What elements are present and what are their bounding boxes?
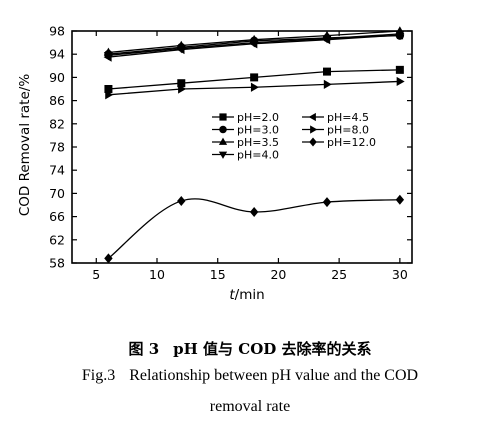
data-point-ph-2-0: [323, 67, 331, 76]
data-point-ph-8-0: [178, 84, 187, 94]
data-point-ph-4-5: [322, 35, 331, 45]
caption-english-line1: Fig.3 Relationship between pH value and t…: [0, 367, 500, 385]
data-point-ph-8-0: [396, 76, 405, 87]
data-point-ph-2-0: [250, 73, 259, 82]
legend-marker-ph-3-5: [218, 137, 228, 145]
data-point-ph-12-0: [395, 194, 405, 205]
data-point-ph-8-0: [323, 79, 332, 89]
data-point-ph-4-5: [103, 52, 112, 62]
caption-chinese-figure: 图 3: [128, 340, 160, 358]
data-point-ph-4-5: [249, 39, 258, 49]
data-point-ph-8-0: [250, 82, 259, 92]
legend-label-ph-2-0: pH=2.0: [237, 111, 279, 124]
x-axis-unit: /min: [235, 287, 265, 303]
legend-marker-ph-4-0: [218, 151, 228, 159]
y-tick-label: 74: [49, 163, 65, 178]
y-tick-label: 98: [49, 24, 65, 39]
data-point-ph-8-0: [105, 90, 114, 100]
legend-label-ph-4-5: pH=4.5: [327, 111, 369, 124]
legend-label-ph-3-0: pH=3.0: [237, 124, 279, 137]
data-point-ph-12-0: [322, 197, 332, 208]
caption-chinese: 图 3 pH 值与 COD 去除率的关系: [0, 338, 500, 359]
legend-marker-ph-12-0: [309, 137, 317, 147]
x-tick-label: 15: [210, 267, 226, 282]
x-tick-label: 10: [149, 267, 165, 282]
data-point-ph-4-5: [176, 44, 185, 55]
y-axis-title: COD Removal rate/%: [17, 74, 33, 217]
x-tick-label: 20: [270, 267, 286, 282]
y-tick-label: 90: [49, 70, 65, 85]
caption-english-figure: Fig.3: [81, 367, 116, 384]
data-point-ph-12-0: [177, 195, 186, 206]
legend-label-ph-12-0: pH=12.0: [327, 136, 376, 149]
y-tick-label: 62: [49, 232, 65, 247]
legend-label-ph-3-5: pH=3.5: [237, 136, 279, 149]
legend-label-ph-8-0: pH=8.0: [327, 124, 369, 137]
y-tick-label: 94: [49, 47, 65, 62]
y-tick-label: 70: [49, 186, 65, 201]
y-tick-label: 58: [49, 256, 65, 271]
y-tick-label: 78: [49, 140, 65, 155]
caption-chinese-text: pH 值与 COD 去除率的关系: [173, 340, 372, 358]
data-point-ph-12-0: [249, 206, 259, 217]
legend-marker-ph-8-0: [310, 125, 318, 134]
y-tick-label: 86: [49, 93, 65, 108]
x-axis-title: t/min: [229, 287, 264, 303]
data-point-ph-4-5: [395, 30, 404, 40]
data-point-ph-12-0: [104, 253, 113, 264]
x-tick-label: 5: [92, 267, 100, 282]
y-tick-label: 66: [49, 209, 65, 224]
legend-marker-ph-2-0: [219, 113, 227, 121]
legend-marker-ph-3-0: [219, 125, 227, 134]
caption-english-text: Relationship between pH value and the CO…: [129, 367, 419, 384]
legend-label-ph-4-0: pH=4.0: [237, 149, 279, 162]
legend-marker-ph-4-5: [308, 112, 316, 122]
caption-english-line2: removal rate: [209, 398, 291, 415]
data-point-ph-2-0: [395, 65, 404, 74]
x-tick-label: 25: [331, 267, 347, 282]
x-tick-label: 30: [392, 267, 408, 282]
x-axis-variable: t: [229, 287, 235, 303]
y-tick-label: 82: [49, 116, 65, 131]
